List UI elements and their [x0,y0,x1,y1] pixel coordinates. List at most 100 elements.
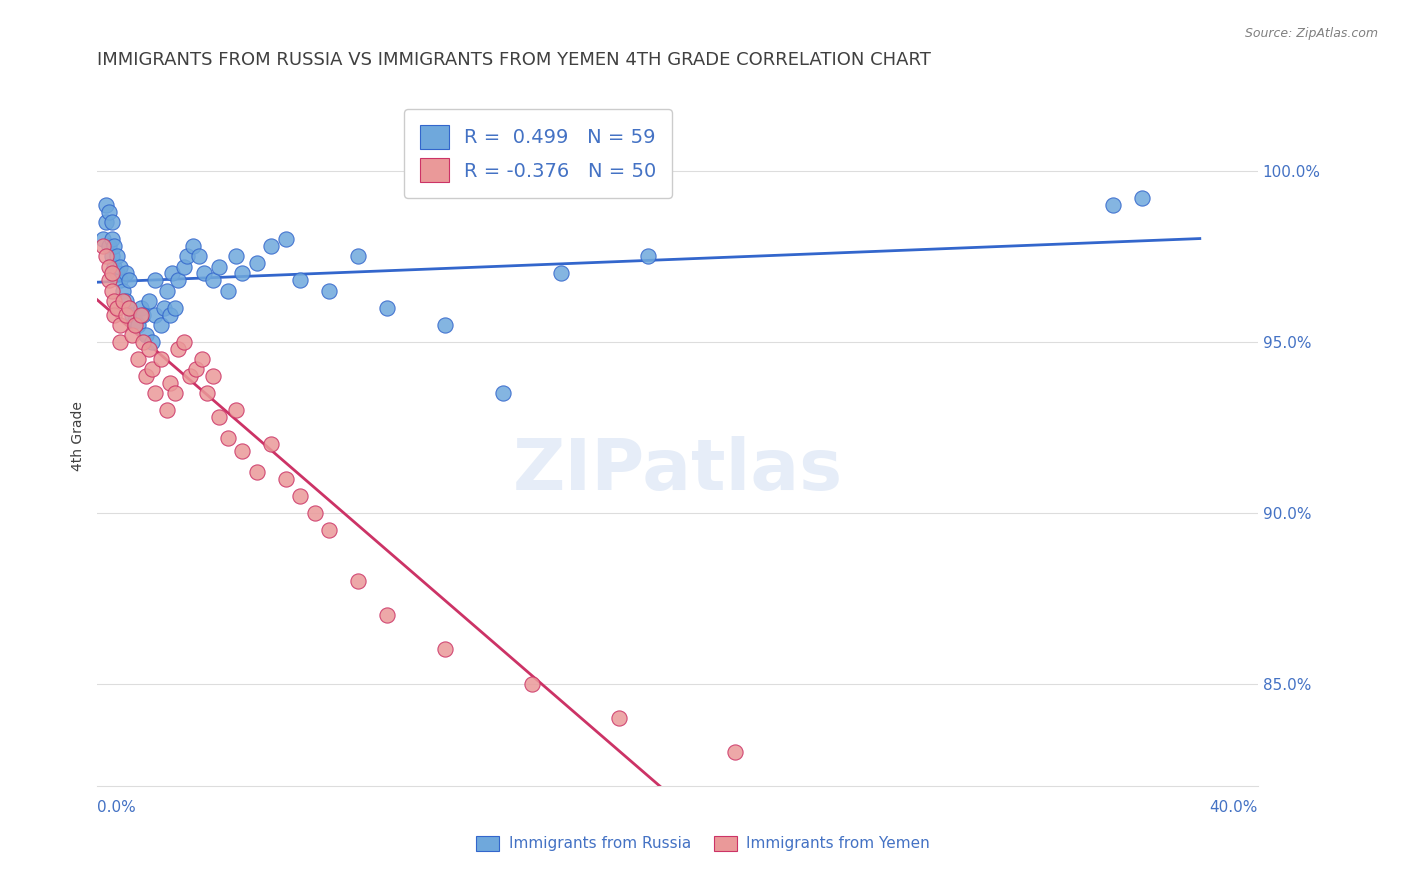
Point [115,293,138,308]
Point [195,386,218,401]
Point [375,301,398,315]
Point [121,308,143,322]
Point [176,249,198,263]
Point [115,308,138,322]
Point [193,267,215,281]
Point [1130,191,1153,205]
Point [173,334,195,349]
Point [110,334,132,349]
Point [1101,198,1123,212]
Point [167,342,190,356]
Point [121,328,143,343]
Point [225,403,247,417]
Point [138,342,160,356]
Point [165,386,187,401]
Text: IMMIGRANTS FROM RUSSIA VS IMMIGRANTS FROM YEMEN 4TH GRADE CORRELATION CHART: IMMIGRANTS FROM RUSSIA VS IMMIGRANTS FRO… [97,51,931,69]
Point [143,386,166,401]
Point [105,267,128,281]
Point [97,273,120,287]
Point [208,410,231,425]
Point [97,205,120,219]
Text: ZIPatlas: ZIPatlas [512,436,842,506]
Point [492,386,515,401]
Point [162,267,184,281]
Point [179,369,201,384]
Point [138,293,160,308]
Point [105,249,128,263]
Point [231,267,253,281]
Point [156,403,179,417]
Point [115,267,138,281]
Point [187,249,209,263]
Point [165,301,187,315]
Point [202,273,225,287]
Point [141,334,163,349]
Point [149,351,172,366]
Point [103,260,125,274]
Point [118,301,141,315]
Text: 0.0%: 0.0% [97,800,136,814]
Point [110,318,132,332]
Point [260,437,283,451]
Point [217,284,239,298]
Point [274,472,297,486]
Legend: Immigrants from Russia, Immigrants from Yemen: Immigrants from Russia, Immigrants from … [471,830,935,857]
Point [152,301,174,315]
Point [181,239,204,253]
Point [434,318,457,332]
Point [100,284,122,298]
Point [110,260,132,274]
Point [91,239,114,253]
Point [143,308,166,322]
Point [105,301,128,315]
Point [375,608,398,623]
Point [129,301,152,315]
Point [217,431,239,445]
Point [246,256,269,270]
Point [141,362,163,376]
Text: Source: ZipAtlas.com: Source: ZipAtlas.com [1244,27,1378,40]
Point [159,308,181,322]
Point [132,334,155,349]
Point [103,308,125,322]
Point [135,369,157,384]
Point [156,284,179,298]
Point [318,523,340,537]
Point [124,318,146,332]
Point [118,301,141,315]
Point [173,260,195,274]
Point [260,239,283,253]
Point [167,273,190,287]
Legend: R =  0.499   N = 59, R = -0.376   N = 50: R = 0.499 N = 59, R = -0.376 N = 50 [404,109,672,197]
Point [100,232,122,246]
Point [202,369,225,384]
Point [143,273,166,287]
Point [94,198,117,212]
Point [724,745,747,759]
Point [246,465,269,479]
Point [522,676,544,690]
Point [184,362,207,376]
Point [97,239,120,253]
Point [637,249,659,263]
Point [434,642,457,657]
Point [118,273,141,287]
Point [290,273,312,287]
Point [190,351,212,366]
Text: 40.0%: 40.0% [1209,800,1258,814]
Point [149,318,172,332]
Point [97,260,120,274]
Point [290,489,312,503]
Point [100,249,122,263]
Point [159,376,181,390]
Point [91,232,114,246]
Point [127,351,149,366]
Point [304,506,326,520]
Point [94,249,117,263]
Point [208,260,231,274]
Point [127,318,149,332]
Point [94,215,117,229]
Point [112,293,135,308]
Point [231,444,253,458]
Point [100,267,122,281]
